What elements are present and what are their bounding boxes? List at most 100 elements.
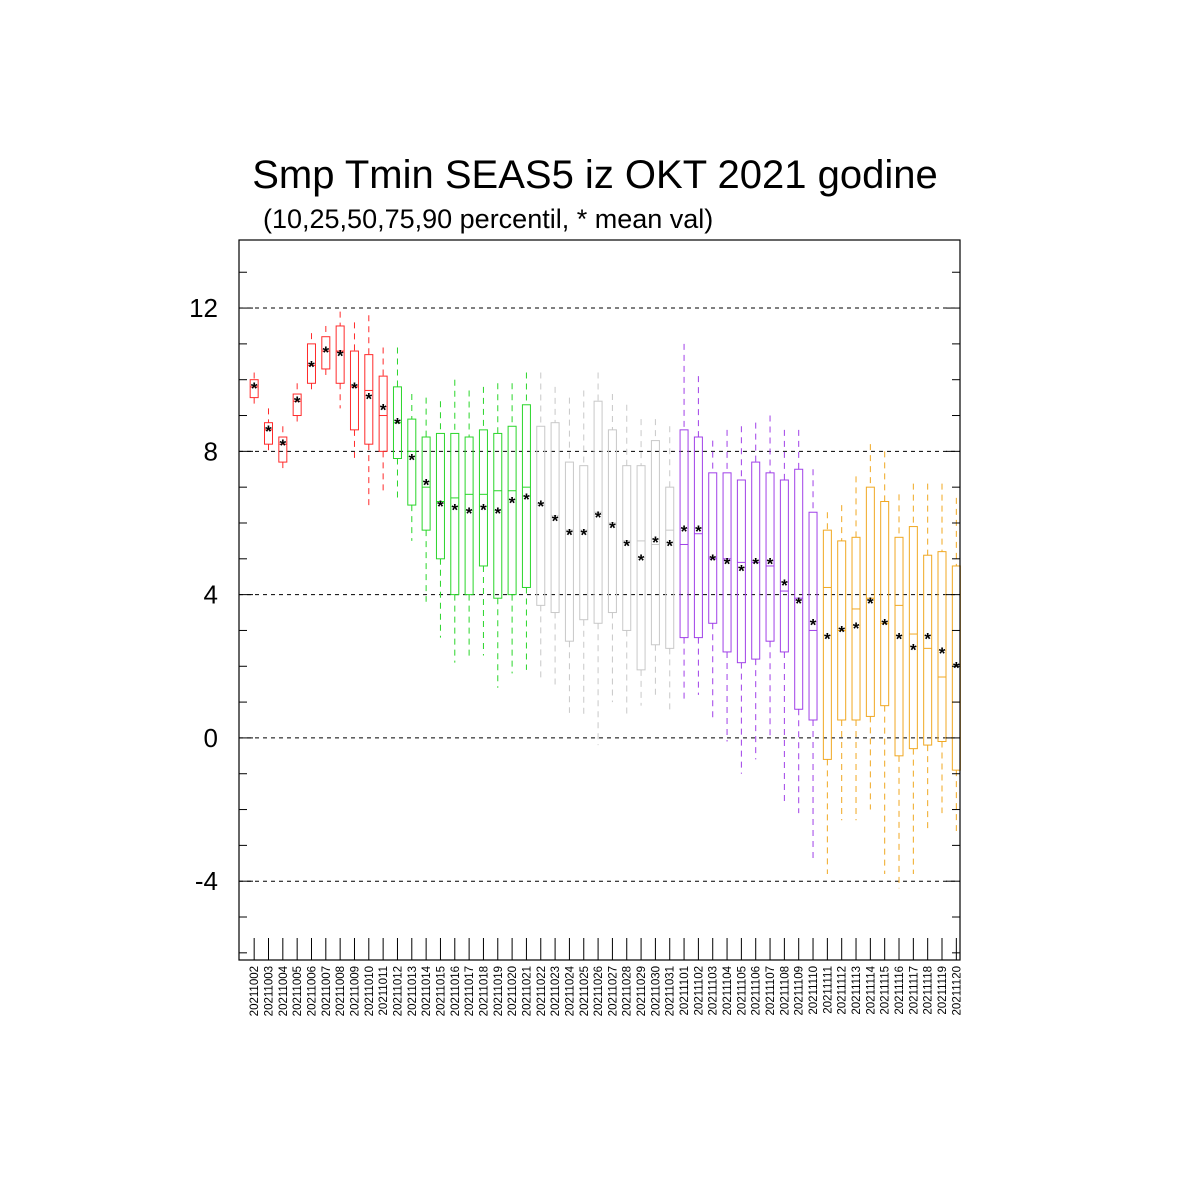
mean-marker: * (681, 522, 688, 541)
iqr-box (493, 432, 503, 599)
x-tick-label: 20211003 (263, 966, 275, 1016)
box-20211111: * (822, 512, 832, 875)
mean-marker: * (881, 615, 888, 634)
mean-marker: * (394, 415, 401, 434)
box-20211003: * (263, 408, 273, 455)
y-tick-label: 4 (204, 580, 218, 610)
box-20211114: * (865, 444, 875, 810)
mean-marker: * (652, 533, 659, 552)
box-20211025: * (579, 390, 589, 717)
iqr-box (851, 536, 861, 721)
mean-marker: * (838, 622, 845, 641)
mean-marker: * (265, 422, 272, 441)
x-tick-label: 20211111 (822, 966, 834, 1014)
mean-marker: * (853, 619, 860, 638)
x-tick-label: 20211117 (908, 966, 920, 1015)
mean-marker: * (380, 400, 387, 419)
mean-marker: * (953, 658, 960, 677)
mean-marker: * (595, 508, 602, 527)
mean-marker: * (781, 576, 788, 595)
box-20211024: * (564, 397, 574, 713)
iqr-box (693, 436, 703, 639)
box-20211019: * (493, 383, 503, 688)
iqr-box (550, 422, 560, 614)
x-tick-label: 20211020 (507, 966, 519, 1016)
y-tick-label: 0 (204, 723, 218, 753)
iqr-box (923, 554, 933, 746)
x-tick-label: 20211112 (837, 966, 849, 1015)
x-tick-label: 20211015 (435, 966, 447, 1016)
mean-marker: * (896, 630, 903, 649)
box-20211017: * (464, 390, 474, 660)
x-tick-label: 20211009 (349, 966, 361, 1016)
iqr-box (435, 432, 445, 560)
box-20211027: * (607, 394, 617, 703)
box-20211110: * (808, 469, 818, 860)
mean-marker: * (451, 501, 458, 520)
box-20211101: * (679, 343, 689, 703)
x-tick-label: 20211025 (579, 966, 591, 1016)
box-20211115: * (880, 451, 890, 875)
x-tick-label: 20211019 (493, 966, 505, 1016)
mean-marker: * (509, 493, 516, 512)
iqr-box (908, 526, 918, 750)
mean-marker: * (910, 640, 917, 659)
mean-marker: * (580, 526, 587, 545)
box-20211030: * (650, 419, 660, 695)
box-20211009: * (349, 322, 359, 463)
mean-marker: * (494, 504, 501, 523)
box-20211108: * (779, 429, 789, 806)
iqr-box (607, 429, 617, 614)
box-20211026: * (593, 372, 603, 746)
box-20211004: * (278, 426, 288, 473)
box-20211012: * (392, 347, 402, 502)
x-tick-label: 20211120 (951, 966, 963, 1015)
mean-marker: * (408, 451, 415, 470)
x-tick-label: 20211028 (622, 966, 634, 1016)
y-tick-label: 12 (189, 293, 218, 323)
box-20211014: * (421, 397, 431, 602)
mean-marker: * (251, 379, 258, 398)
iqr-box (736, 479, 746, 664)
mean-marker: * (609, 519, 616, 538)
mean-marker: * (666, 536, 673, 555)
box-20211029: * (636, 419, 646, 706)
y-tick-label: -4 (195, 866, 218, 896)
iqr-box (779, 479, 789, 653)
x-tick-label: 20211119 (937, 966, 949, 1015)
box-20211116: * (894, 494, 904, 889)
x-tick-label: 20211029 (636, 966, 648, 1016)
iqr-box (421, 436, 431, 531)
x-tick-label: 20211102 (693, 966, 705, 1015)
x-tick-label: 20211017 (464, 966, 476, 1016)
x-tick-label: 20211031 (665, 966, 677, 1016)
mean-marker: * (623, 536, 630, 555)
x-tick-label: 20211108 (779, 966, 791, 1015)
box-20211020: * (507, 383, 517, 674)
x-tick-label: 20211103 (708, 966, 720, 1015)
iqr-box (665, 486, 675, 649)
x-tick-label: 20211026 (593, 966, 605, 1016)
mean-marker: * (294, 393, 301, 412)
iqr-box (464, 436, 474, 596)
iqr-box (564, 461, 574, 642)
mean-marker: * (709, 551, 716, 570)
iqr-box (335, 325, 345, 384)
mean-marker: * (365, 390, 372, 409)
x-tick-label: 20211105 (736, 966, 748, 1015)
x-tick-label: 20211022 (536, 966, 548, 1016)
x-tick-label: 20211011 (378, 966, 390, 1015)
box-20211028: * (622, 404, 632, 717)
mean-marker: * (437, 497, 444, 516)
iqr-box (450, 432, 460, 596)
x-tick-label: 20211023 (550, 966, 562, 1016)
mean-marker: * (795, 594, 802, 613)
x-tick-label: 20211024 (564, 965, 576, 1016)
x-tick-label: 20211110 (808, 966, 820, 1015)
iqr-box (407, 418, 417, 506)
iqr-box (794, 468, 804, 710)
grid-lines (239, 307, 960, 882)
mean-marker: * (810, 615, 817, 634)
mean-marker: * (724, 554, 731, 573)
mean-marker: * (323, 343, 330, 362)
